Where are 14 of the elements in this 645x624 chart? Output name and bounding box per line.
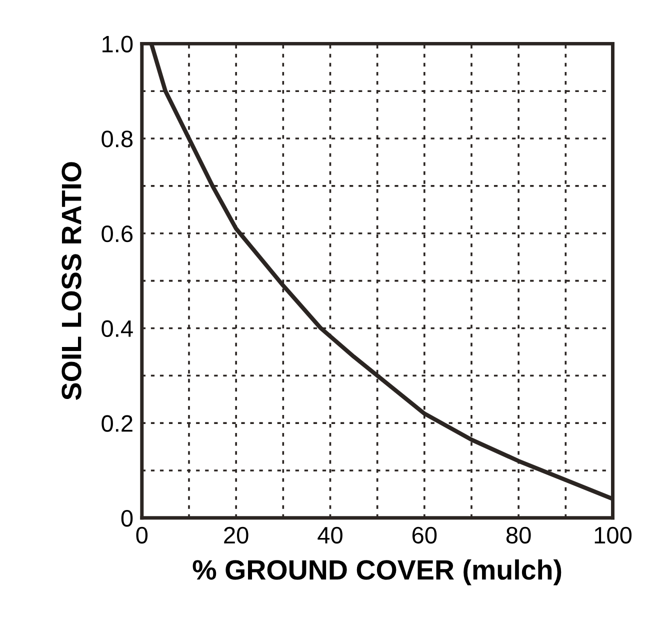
x-tick-label: 100 xyxy=(594,526,632,544)
x-tick-label: 0 xyxy=(136,526,148,544)
x-tick-label: 40 xyxy=(318,526,342,544)
y-axis-title: SOIL LOSS RATIO xyxy=(62,162,82,400)
y-tick-label: 0.6 xyxy=(102,225,133,242)
y-tick-label: 0.2 xyxy=(102,415,132,432)
x-axis-title: % GROUND COVER (mulch) xyxy=(192,559,562,586)
x-tick-label: 60 xyxy=(412,526,437,544)
y-tick-label: 0 xyxy=(121,510,133,527)
x-tick-label: 80 xyxy=(506,526,531,544)
y-tick-label: 1.0 xyxy=(102,36,133,52)
y-tick-label: 0.8 xyxy=(102,130,133,148)
y-tick-label: 0.4 xyxy=(102,320,133,338)
x-tick-label: 20 xyxy=(224,526,248,544)
